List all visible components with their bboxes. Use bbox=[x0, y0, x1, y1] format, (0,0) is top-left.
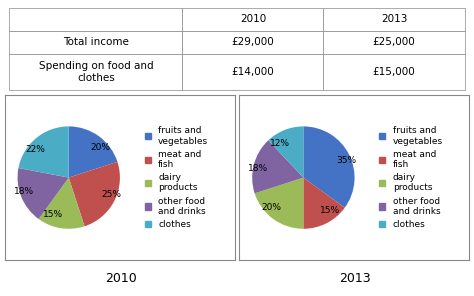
Wedge shape bbox=[255, 178, 303, 229]
Text: 18%: 18% bbox=[14, 187, 35, 196]
Text: 18%: 18% bbox=[247, 164, 268, 173]
Text: 12%: 12% bbox=[270, 139, 290, 148]
Legend: fruits and
vegetables, meat and
fish, dairy
products, other food
and drinks, clo: fruits and vegetables, meat and fish, da… bbox=[378, 125, 444, 230]
Legend: fruits and
vegetables, meat and
fish, dairy
products, other food
and drinks, clo: fruits and vegetables, meat and fish, da… bbox=[144, 125, 209, 230]
Text: 20%: 20% bbox=[91, 143, 110, 152]
Wedge shape bbox=[303, 178, 345, 229]
Text: 20%: 20% bbox=[262, 203, 282, 212]
Text: 15%: 15% bbox=[320, 206, 340, 215]
Wedge shape bbox=[18, 126, 69, 178]
Text: 25%: 25% bbox=[101, 190, 121, 199]
Wedge shape bbox=[39, 178, 84, 229]
Text: 2013: 2013 bbox=[339, 272, 370, 285]
Text: 22%: 22% bbox=[26, 145, 45, 154]
Text: 35%: 35% bbox=[336, 156, 356, 165]
Wedge shape bbox=[252, 140, 303, 193]
Wedge shape bbox=[18, 168, 69, 219]
Wedge shape bbox=[268, 126, 303, 178]
Wedge shape bbox=[69, 162, 120, 226]
Wedge shape bbox=[69, 126, 118, 178]
Text: 15%: 15% bbox=[43, 210, 63, 218]
Text: 2010: 2010 bbox=[105, 272, 137, 285]
Wedge shape bbox=[303, 126, 355, 208]
